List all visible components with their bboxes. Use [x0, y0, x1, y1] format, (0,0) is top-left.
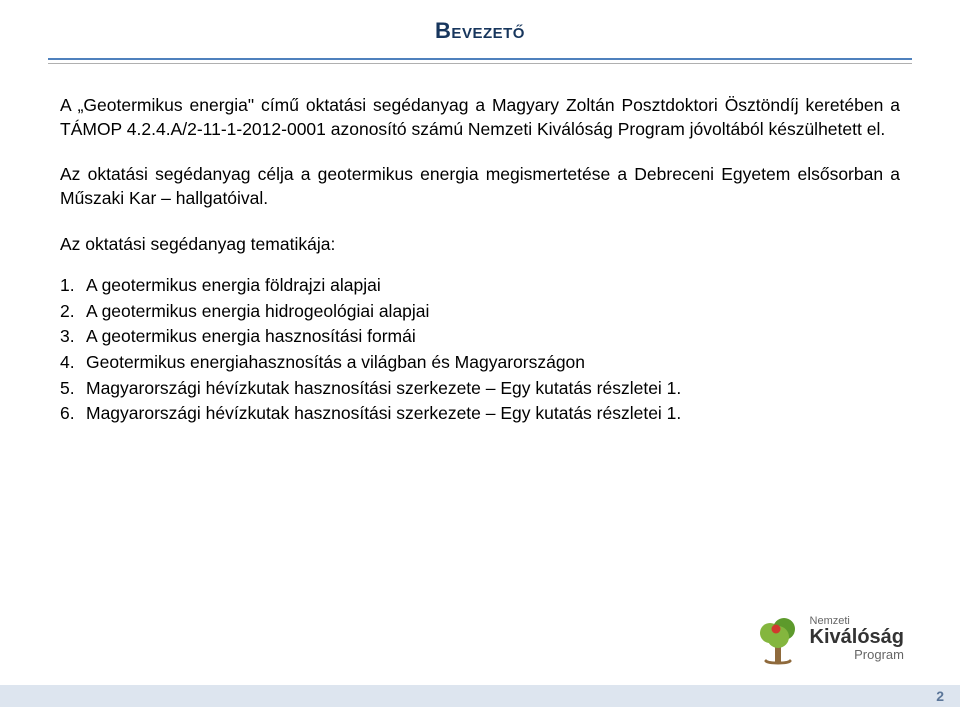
list-item: 4.Geotermikus energiahasznosítás a világ…	[86, 351, 900, 375]
header: Bevezető	[0, 0, 960, 50]
slide: Bevezető A „Geotermikus energia" című ok…	[0, 0, 960, 707]
logo-line-3: Program	[810, 648, 904, 662]
list-item-text: Geotermikus energiahasznosítás a világba…	[86, 352, 585, 372]
page-number: 2	[936, 688, 944, 704]
logo-text: Nemzeti Kiválóság Program	[810, 616, 904, 662]
list-item-text: A geotermikus energia hasznosítási formá…	[86, 326, 416, 346]
list-item-text: Magyarországi hévízkutak hasznosítási sz…	[86, 378, 681, 398]
list-item: 1.A geotermikus energia földrajzi alapja…	[86, 274, 900, 298]
list-item: 3.A geotermikus energia hasznosítási for…	[86, 325, 900, 349]
intro-paragraph-2: Az oktatási segédanyag célja a geotermik…	[60, 163, 900, 210]
list-item-text: Magyarországi hévízkutak hasznosítási sz…	[86, 403, 681, 423]
list-item-text: A geotermikus energia hidrogeológiai ala…	[86, 301, 429, 321]
intro-paragraph-1: A „Geotermikus energia" című oktatási se…	[60, 94, 900, 141]
topic-list: 1.A geotermikus energia földrajzi alapja…	[60, 274, 900, 426]
list-item-text: A geotermikus energia földrajzi alapjai	[86, 275, 381, 295]
logo-line-2: Kiválóság	[810, 627, 904, 648]
logo-block: Nemzeti Kiválóság Program	[754, 613, 904, 665]
page-title: Bevezető	[0, 18, 960, 44]
list-item: 6.Magyarországi hévízkutak hasznosítási …	[86, 402, 900, 426]
tree-icon	[754, 613, 802, 665]
list-item: 5.Magyarországi hévízkutak hasznosítási …	[86, 377, 900, 401]
content-area: A „Geotermikus energia" című oktatási se…	[0, 64, 960, 426]
footer-bar: 2	[0, 685, 960, 707]
list-heading: Az oktatási segédanyag tematikája:	[60, 233, 900, 257]
list-item: 2.A geotermikus energia hidrogeológiai a…	[86, 300, 900, 324]
header-rule-thick	[48, 58, 912, 60]
